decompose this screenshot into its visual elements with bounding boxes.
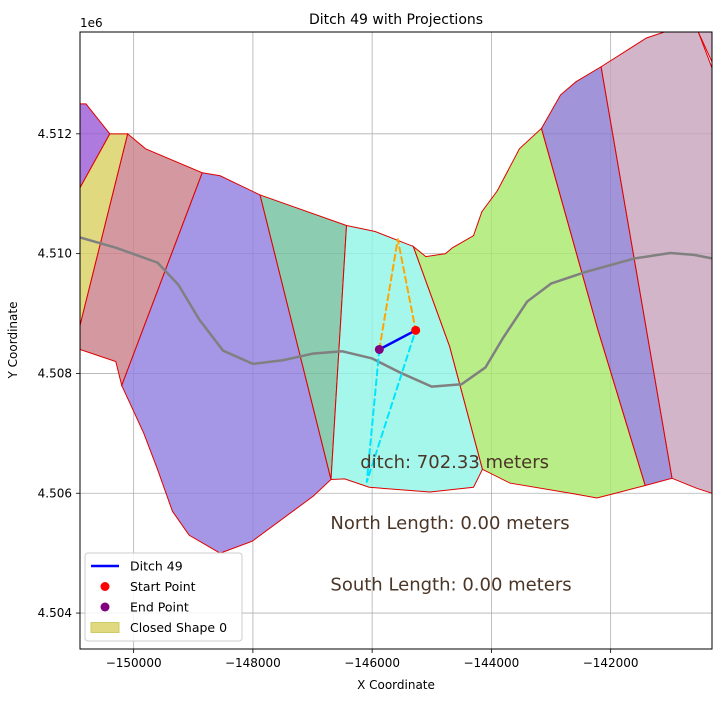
x-axis-ticks: −150000 −148000 −146000 −144000 −142000	[106, 649, 639, 670]
length-annotation: North Length: 0.00 meters	[330, 513, 569, 534]
projection-north-line	[378, 238, 417, 351]
closed-shape-polygon	[600, 32, 712, 494]
legend-label: End Point	[130, 600, 189, 615]
x-axis-label: X Coordinate	[357, 678, 435, 692]
x-tick-label: −142000	[583, 656, 639, 670]
x-tick-label: −146000	[344, 656, 400, 670]
ditch-line	[378, 329, 417, 351]
x-tick-label: −144000	[463, 656, 519, 670]
legend-dot-swatch	[100, 602, 110, 612]
projection-south-line	[365, 329, 417, 483]
annotation-layer: ditch: 702.33 meters North Length: 0.00 m…	[330, 452, 571, 595]
plot-frame	[79, 31, 713, 650]
legend-label: Closed Shape 0	[130, 620, 227, 635]
point-layer	[374, 325, 421, 354]
legend: Ditch 49 Start Point End Point Closed Shape…	[84, 552, 243, 642]
y-axis-ticks: 4.504 4.506 4.508 4.510 4.512	[38, 127, 80, 620]
end-point-marker	[374, 344, 384, 354]
y-axis-label: Y Coordinate	[6, 302, 20, 380]
y-tick-label: 4.504	[38, 606, 72, 620]
legend-patch-swatch	[90, 622, 120, 633]
legend-box	[84, 552, 243, 642]
legend-label: Ditch 49	[130, 559, 183, 574]
x-tick-label: −148000	[225, 656, 281, 670]
y-tick-label: 4.506	[38, 486, 72, 500]
y-tick-label: 4.512	[38, 127, 72, 141]
y-offset-label: 1e6	[80, 16, 103, 30]
legend-label: Start Point	[130, 579, 196, 594]
start-point-marker	[411, 325, 421, 335]
legend-dot-swatch	[100, 582, 110, 591]
length-annotation: ditch: 702.33 meters	[360, 452, 549, 473]
x-tick-label: −150000	[106, 656, 162, 670]
closed-shape-polygon	[697, 32, 712, 63]
line-layer	[80, 236, 712, 483]
y-tick-label: 4.508	[38, 366, 72, 380]
chart-title: Ditch 49 with Projections	[309, 12, 483, 28]
y-tick-label: 4.510	[38, 247, 72, 261]
length-annotation: South Length: 0.00 meters	[330, 574, 571, 595]
